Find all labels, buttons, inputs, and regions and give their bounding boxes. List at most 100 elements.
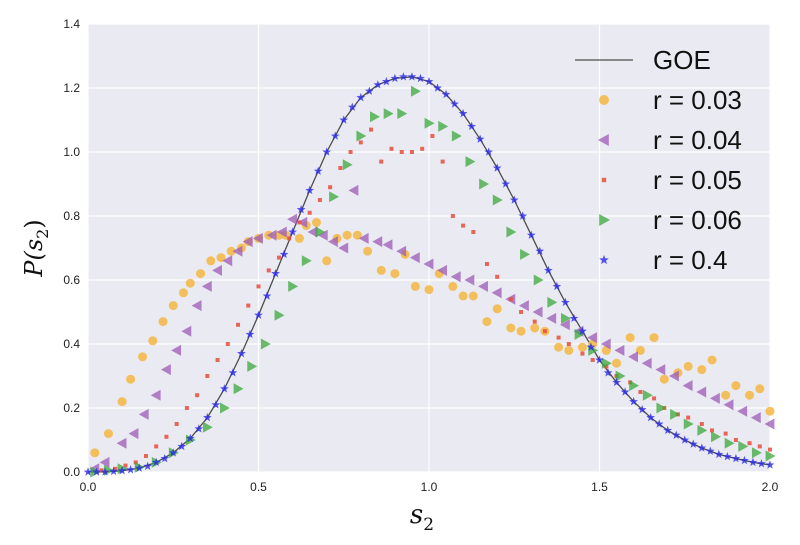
data-point	[305, 185, 315, 195]
data-point	[307, 210, 312, 215]
tick-labels: 0.0 0.5 1.0 1.5 2.0 0.0 0.2 0.4 0.6 0.8 1.0 1.2 1.4	[63, 17, 778, 494]
data-point	[468, 291, 478, 301]
data-point	[696, 386, 707, 398]
y-tick-label: 1.0	[63, 145, 80, 159]
legend-marker-swatch	[601, 177, 607, 183]
data-point	[731, 453, 741, 463]
data-point	[181, 325, 192, 337]
data-point	[559, 319, 570, 331]
data-point	[652, 396, 657, 401]
data-point	[338, 166, 343, 170]
data-point	[262, 291, 272, 300]
legend-marker-swatch	[599, 254, 609, 265]
data-point	[671, 430, 681, 439]
data-point	[168, 301, 178, 311]
legend-label: GOE	[653, 45, 711, 75]
data-point	[126, 374, 136, 384]
data-point	[329, 191, 340, 203]
data-point	[150, 389, 161, 401]
data-point	[274, 309, 285, 321]
data-point	[202, 421, 213, 433]
data-point	[399, 150, 404, 154]
data-point	[328, 236, 338, 248]
data-point	[740, 455, 749, 465]
data-point	[389, 146, 394, 151]
legend-label: r = 0.04	[653, 125, 742, 155]
data-point	[90, 448, 100, 458]
series-r006	[90, 85, 776, 478]
data-point	[143, 454, 148, 458]
y-axis-label: P(s2)	[20, 219, 52, 277]
data-point	[266, 229, 277, 241]
data-point	[206, 256, 216, 266]
data-point	[160, 453, 170, 463]
x-tick-label: 1.5	[591, 480, 608, 494]
data-point	[516, 326, 526, 336]
data-point	[757, 444, 762, 449]
data-point	[409, 252, 420, 264]
data-point	[686, 415, 691, 420]
legend-marker-swatch	[597, 133, 609, 147]
data-point	[680, 435, 690, 444]
y-tick-label: 0.4	[63, 337, 80, 351]
data-point	[232, 245, 243, 257]
series-r003	[90, 217, 775, 458]
data-point	[348, 184, 359, 196]
data-point	[535, 246, 545, 255]
data-point	[561, 297, 570, 307]
data-point	[233, 383, 244, 395]
data-point	[407, 72, 417, 81]
data-point	[484, 147, 494, 156]
legend-item: r = 0.4	[599, 245, 727, 275]
data-point	[448, 281, 458, 291]
x-axis-label: s2	[410, 500, 434, 535]
data-point	[569, 313, 579, 323]
data-point	[566, 342, 571, 346]
data-point	[721, 390, 731, 400]
data-point	[382, 239, 393, 251]
data-point	[458, 109, 468, 118]
data-point	[628, 351, 638, 363]
data-point	[184, 406, 189, 410]
data-point	[307, 226, 318, 238]
data-point	[339, 115, 349, 124]
data-point	[612, 377, 621, 387]
data-point	[185, 433, 195, 443]
data-point	[492, 304, 502, 314]
data-point	[656, 402, 667, 414]
data-point	[450, 271, 461, 283]
data-point	[580, 351, 585, 356]
data-point	[625, 333, 635, 343]
x-tick-label: 0.0	[80, 480, 97, 494]
data-point	[347, 102, 357, 111]
x-tick-label: 1.0	[421, 480, 438, 494]
data-point	[683, 361, 693, 371]
data-point	[745, 390, 755, 400]
data-point	[328, 185, 333, 190]
data-point	[543, 265, 553, 275]
data-point	[154, 444, 159, 449]
data-point	[765, 460, 775, 469]
x-tick-label: 2.0	[762, 480, 779, 494]
data-point	[171, 344, 182, 356]
data-point	[697, 443, 707, 452]
data-point	[113, 466, 118, 471]
legend-label: r = 0.4	[653, 245, 727, 275]
data-point	[738, 440, 749, 452]
data-point	[603, 368, 613, 377]
data-point	[117, 397, 127, 407]
data-point	[519, 310, 524, 314]
data-point	[322, 147, 332, 156]
data-point	[492, 194, 503, 206]
data-point	[471, 230, 476, 234]
data-point	[688, 439, 698, 448]
data-point	[578, 326, 587, 335]
data-point	[705, 446, 715, 455]
data-point	[757, 459, 766, 468]
data-point	[526, 230, 536, 239]
data-point	[748, 457, 758, 467]
legend-marker-swatch	[599, 213, 611, 227]
data-point	[629, 397, 638, 406]
data-point	[433, 83, 442, 92]
data-point	[164, 434, 169, 439]
